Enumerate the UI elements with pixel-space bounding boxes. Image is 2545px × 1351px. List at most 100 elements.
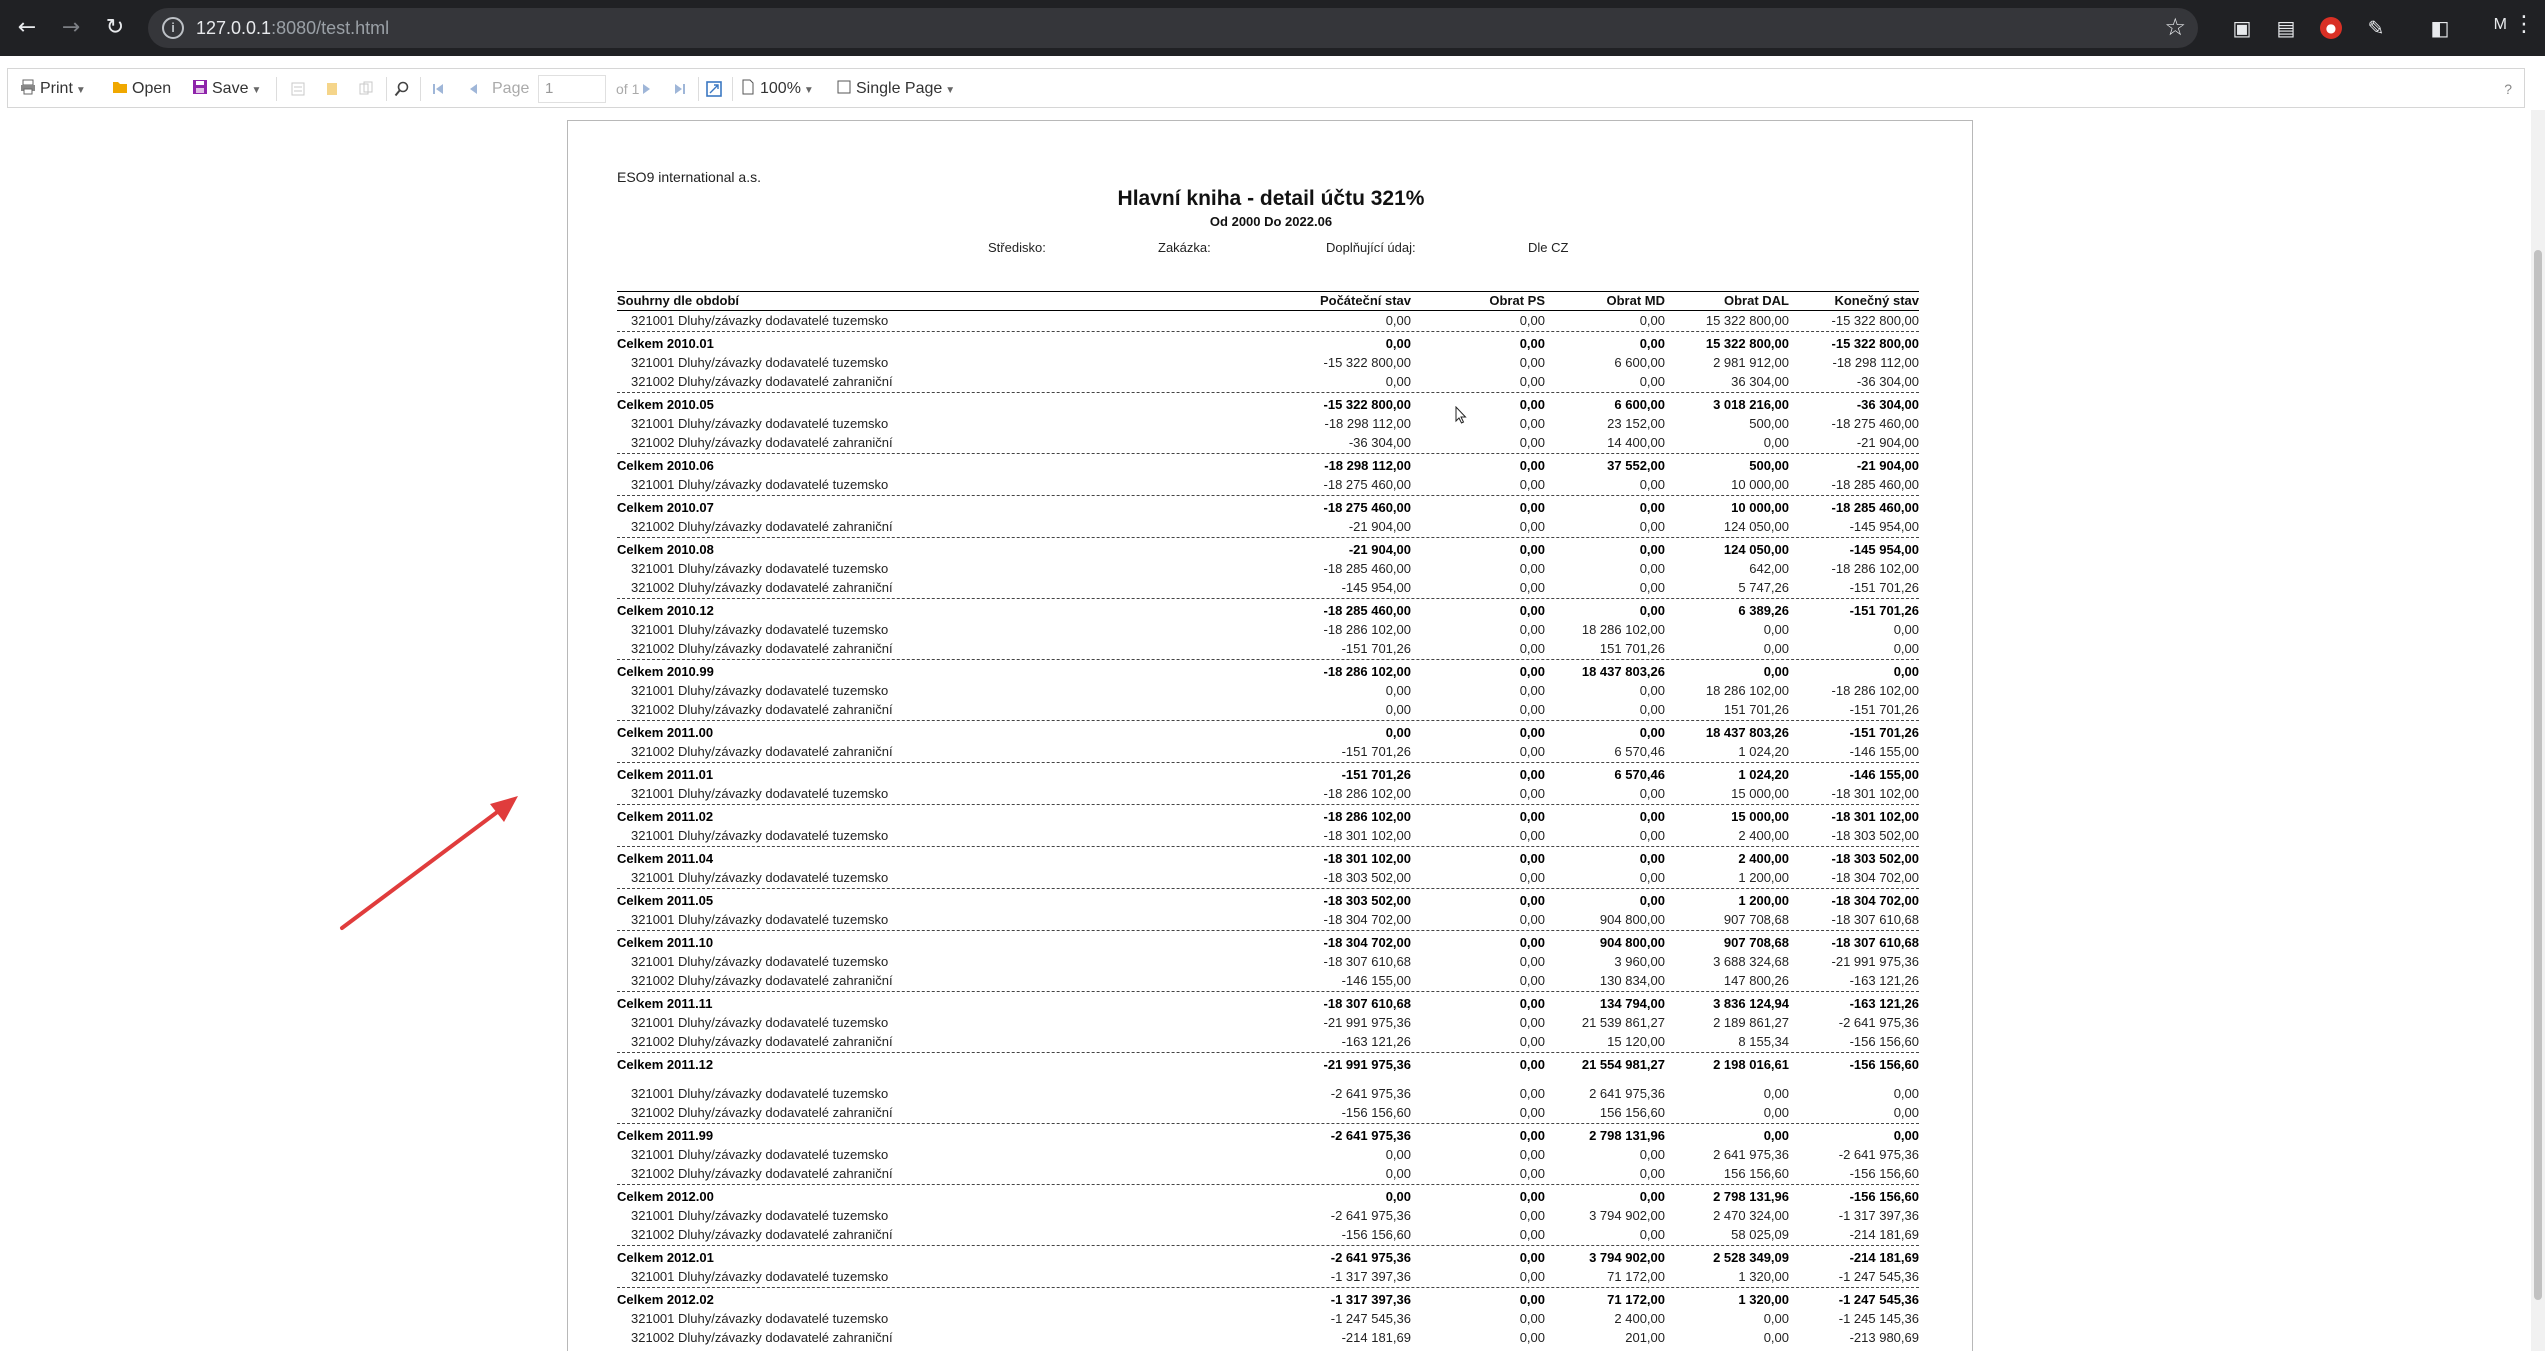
view-mode-dropdown[interactable]: Single Page ▼ xyxy=(836,77,955,101)
row-description: Celkem 2011.04 xyxy=(617,851,714,866)
row-value-cell: 6 389,26 xyxy=(1738,603,1789,618)
row-value-cell: -18 304 702,00 xyxy=(1323,912,1411,927)
help-button[interactable]: ? xyxy=(2504,81,2512,97)
row-value-cell: -18 303 502,00 xyxy=(1323,870,1411,885)
row-value-cell: 1 024,20 xyxy=(1738,744,1789,759)
open-label: Open xyxy=(132,80,172,97)
column-header-pocatecni: Počáteční stav xyxy=(1319,293,1411,308)
profile-avatar[interactable]: M xyxy=(2493,16,2507,33)
row-description: 321001 Dluhy/závazky dodavatelé tuzemsko xyxy=(631,828,889,843)
row-value-cell: 0,00 xyxy=(1519,912,1545,927)
print-button[interactable]: Print ▼ xyxy=(20,77,86,101)
row-description: 321002 Dluhy/závazky dodavatelé zahranič… xyxy=(631,1330,893,1345)
table-row: 321001 Dluhy/závazky dodavatelé tuzemsko… xyxy=(617,354,1919,373)
puzzle-extensions-icon[interactable]: ✎ xyxy=(2367,16,2385,40)
row-value-cell: 0,00 xyxy=(1519,519,1545,534)
table-row: 321002 Dluhy/závazky dodavatelé zahranič… xyxy=(617,701,1919,720)
row-value-cell: -1 245 145,36 xyxy=(1838,1311,1919,1326)
row-value-cell: 0,00 xyxy=(1639,725,1665,740)
row-description: 321001 Dluhy/závazky dodavatelé tuzemsko xyxy=(631,912,889,927)
row-value-cell: 0,00 xyxy=(1763,1105,1789,1120)
row-value-cell: 0,00 xyxy=(1519,1086,1545,1101)
row-description: 321001 Dluhy/závazky dodavatelé tuzemsko xyxy=(631,313,889,328)
row-value-cell: -18 286 102,00 xyxy=(1831,683,1919,698)
row-value-cell: -18 298 112,00 xyxy=(1324,416,1412,431)
total-row: Celkem 2011.99 -2 641 975,36 0,00 2 798 131… xyxy=(617,1123,1919,1146)
row-value-cell: 0,00 xyxy=(1519,870,1545,885)
bookmarks-icon[interactable] xyxy=(324,81,340,97)
page-number-input[interactable]: 1 xyxy=(538,75,606,103)
extension-icon[interactable]: ● xyxy=(2320,17,2342,39)
parameters-icon[interactable] xyxy=(358,81,374,97)
row-description: 321001 Dluhy/závazky dodavatelé tuzemsko xyxy=(631,786,889,801)
last-page-icon[interactable] xyxy=(672,81,688,97)
extension-icon[interactable]: ▣ xyxy=(2232,16,2252,40)
table-row: 321001 Dluhy/závazky dodavatelé tuzemsko… xyxy=(617,1268,1919,1287)
row-value-cell: 0,00 xyxy=(1639,1227,1665,1242)
row-value-cell: 0,00 xyxy=(1519,561,1545,576)
row-value-cell: -145 954,00 xyxy=(1849,519,1919,534)
open-button[interactable]: Open xyxy=(112,77,171,101)
address-bar[interactable]: i 127.0.0.1:8080/test.html ☆ xyxy=(148,8,2198,48)
row-value-cell: -156 156,60 xyxy=(1341,1227,1411,1242)
row-value-cell: 1 320,00 xyxy=(1738,1269,1789,1284)
row-description: Celkem 2011.00 xyxy=(617,725,714,740)
back-arrow-icon[interactable]: ← xyxy=(17,15,37,40)
row-value-cell: 0,00 xyxy=(1519,702,1545,717)
row-value-cell: 1 024,20 xyxy=(1738,767,1789,782)
report-rows: 321001 Dluhy/závazky dodavatelé tuzemsko… xyxy=(617,312,1919,1348)
menu-dots-icon[interactable]: ⋮ xyxy=(2513,12,2535,37)
site-info-icon[interactable]: i xyxy=(162,17,184,39)
side-panel-icon[interactable]: ◧ xyxy=(2430,16,2450,40)
row-description: Celkem 2011.12 xyxy=(617,1057,714,1072)
forward-arrow-icon[interactable]: → xyxy=(61,15,81,40)
row-value-cell: 71 172,00 xyxy=(1607,1292,1665,1307)
bookmark-star-icon[interactable]: ☆ xyxy=(2164,13,2186,41)
page-scrollbar[interactable] xyxy=(2531,110,2545,1351)
row-value-cell: 0,00 xyxy=(1519,1250,1545,1265)
zoom-dropdown[interactable]: 100% ▼ xyxy=(740,77,814,101)
table-row: 321001 Dluhy/závazky dodavatelé tuzemsko… xyxy=(617,476,1919,495)
full-screen-icon[interactable] xyxy=(706,81,722,97)
row-description: Celkem 2010.08 xyxy=(617,542,714,557)
row-value-cell: -1 247 545,36 xyxy=(1330,1311,1411,1326)
extension-icon[interactable]: ▤ xyxy=(2276,16,2296,40)
save-button[interactable]: Save ▼ xyxy=(192,77,261,101)
row-spacer xyxy=(617,1075,1919,1085)
row-value-cell: -18 307 610,68 xyxy=(1323,996,1411,1011)
url-text[interactable]: 127.0.0.1:8080/test.html xyxy=(196,18,390,38)
row-value-cell: 0,00 xyxy=(1519,1227,1545,1242)
row-value-cell: 18 437 803,26 xyxy=(1705,725,1789,740)
row-value-cell: 15 000,00 xyxy=(1731,786,1789,801)
report-subtitle: Od 2000 Do 2022.06 xyxy=(1209,214,1333,229)
table-row: 321002 Dluhy/závazky dodavatelé zahranič… xyxy=(617,579,1919,598)
next-page-icon[interactable] xyxy=(638,81,654,97)
row-value-cell: 0,00 xyxy=(1519,1105,1545,1120)
editor-icon[interactable] xyxy=(290,81,306,97)
row-value-cell: 1 200,00 xyxy=(1738,893,1789,908)
row-value-cell: 0,00 xyxy=(1639,313,1665,328)
row-description: 321002 Dluhy/závazky dodavatelé zahranič… xyxy=(631,374,893,389)
row-value-cell: -151 701,26 xyxy=(1849,580,1919,595)
row-value-cell: 3 018 216,00 xyxy=(1713,397,1789,412)
row-value-cell: 0,00 xyxy=(1519,435,1545,450)
row-value-cell: -156 156,60 xyxy=(1849,1166,1919,1181)
row-value-cell: 0,00 xyxy=(1519,1034,1545,1049)
row-description: Celkem 2012.01 xyxy=(617,1250,714,1265)
find-magnifier-icon[interactable] xyxy=(394,81,410,97)
row-value-cell: -151 701,26 xyxy=(1341,744,1411,759)
row-value-cell: 0,00 xyxy=(1519,786,1545,801)
report-viewer-toolbar: Print ▼ Open Save ▼ Page 1 of 1 100% ▼ Sing… xyxy=(7,68,2525,108)
row-value-cell: -21 904,00 xyxy=(1348,542,1411,557)
row-value-cell: 2 641 975,36 xyxy=(1589,1086,1665,1101)
previous-page-icon[interactable] xyxy=(466,81,482,97)
table-row: 321002 Dluhy/závazky dodavatelé zahranič… xyxy=(617,434,1919,453)
first-page-icon[interactable] xyxy=(430,81,446,97)
reload-icon[interactable]: ↻ xyxy=(105,15,125,40)
total-row: Celkem 2011.02 -18 286 102,00 0,00 0,00 15 0… xyxy=(617,804,1919,827)
scrollbar-thumb[interactable] xyxy=(2534,250,2542,1300)
row-value-cell: 0,00 xyxy=(1893,641,1919,656)
filter-doplnujici: Doplňující údaj: xyxy=(1326,240,1416,255)
row-value-cell: 0,00 xyxy=(1519,374,1545,389)
row-value-cell: 0,00 xyxy=(1893,1128,1919,1143)
